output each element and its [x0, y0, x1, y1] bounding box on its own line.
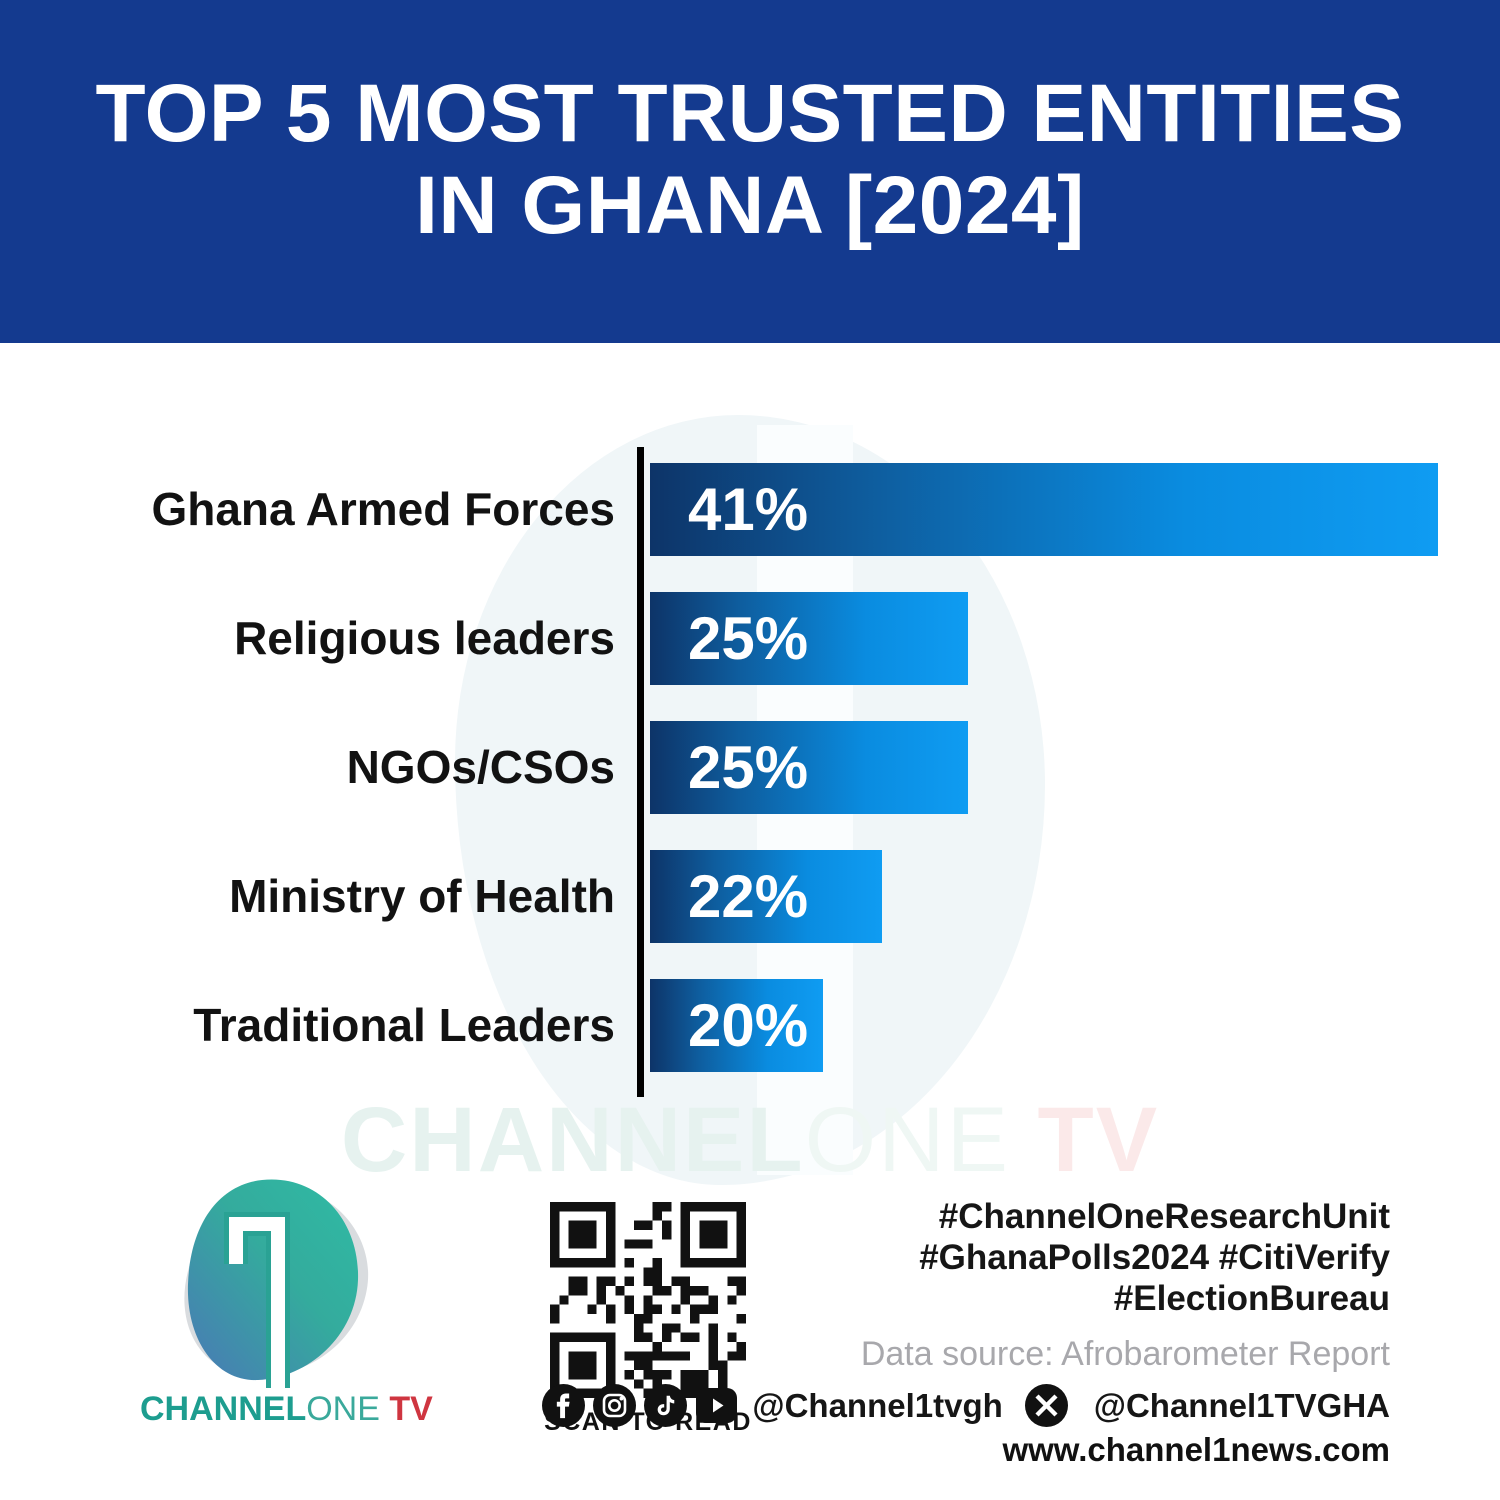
- hashtag-line-3: #ElectionBureau: [1113, 1279, 1390, 1318]
- facebook-icon: [542, 1384, 586, 1427]
- watermark-channel: CHANNEL: [340, 1089, 805, 1191]
- bar-ngos-csos: 25%: [650, 721, 968, 814]
- bar-value-label: 25%: [688, 734, 809, 801]
- y-axis-line: [637, 447, 644, 1097]
- data-source-text: Data source: Afrobarometer Report: [860, 1335, 1390, 1373]
- category-label-ministry-of-health: Ministry of Health: [229, 870, 615, 922]
- bar-traditional-leaders: 20%: [650, 979, 823, 1072]
- bar-value-label: 41%: [688, 476, 809, 543]
- hashtag-line-1: #ChannelOneResearchUnit: [938, 1197, 1390, 1236]
- social-row: @Channel1tvgh @Channel1TVGHA: [542, 1384, 1390, 1427]
- channel-one-watermark-text: CHANNELONE TV: [0, 1088, 1500, 1193]
- category-label-religious-leaders: Religious leaders: [234, 612, 615, 664]
- youtube-icon: [696, 1388, 738, 1423]
- wordmark-one: ONE: [306, 1390, 380, 1428]
- page-title: TOP 5 MOST TRUSTED ENTITIES IN GHANA [20…: [0, 68, 1500, 252]
- wordmark-tv: TV: [379, 1390, 433, 1428]
- watermark-one: ONE: [804, 1089, 1010, 1191]
- social-handle-main: @Channel1tvgh: [752, 1386, 1003, 1424]
- instagram-icon: [593, 1384, 637, 1427]
- category-label-ghana-armed-forces: Ghana Armed Forces: [151, 483, 615, 535]
- title-line-2: IN GHANA [2024]: [415, 159, 1085, 251]
- wordmark-channel: CHANNEL: [140, 1390, 307, 1428]
- bar-ghana-armed-forces: 41%: [650, 463, 1438, 556]
- website-url: www.channel1news.com: [1002, 1431, 1390, 1468]
- footer-right-column: #ChannelOneResearchUnit #GhanaPolls2024 …: [542, 1196, 1390, 1469]
- qr-code: [550, 1202, 746, 1398]
- channel-one-wordmark: CHANNELONE TV: [140, 1390, 460, 1429]
- header-banner: TOP 5 MOST TRUSTED ENTITIES IN GHANA [20…: [0, 0, 1500, 343]
- bar-religious-leaders: 25%: [650, 592, 968, 685]
- hashtag-line-2: #GhanaPolls2024 #CitiVerify: [919, 1238, 1390, 1277]
- watermark-tv: TV: [1010, 1089, 1160, 1191]
- bar-value-label: 20%: [688, 992, 809, 1059]
- tiktok-icon: [644, 1384, 688, 1427]
- category-label-traditional-leaders: Traditional Leaders: [193, 999, 615, 1051]
- category-label-ngos-csos: NGOs/CSOs: [346, 741, 615, 793]
- bar-ministry-of-health: 22%: [650, 850, 882, 943]
- title-line-1: TOP 5 MOST TRUSTED ENTITIES: [95, 68, 1405, 159]
- bar-value-label: 22%: [688, 863, 809, 930]
- bar-value-label: 25%: [688, 605, 809, 672]
- x-icon: [1024, 1384, 1068, 1427]
- social-handle-x: @Channel1TVGHA: [1093, 1386, 1390, 1424]
- channel-one-logo-icon: [184, 1179, 369, 1388]
